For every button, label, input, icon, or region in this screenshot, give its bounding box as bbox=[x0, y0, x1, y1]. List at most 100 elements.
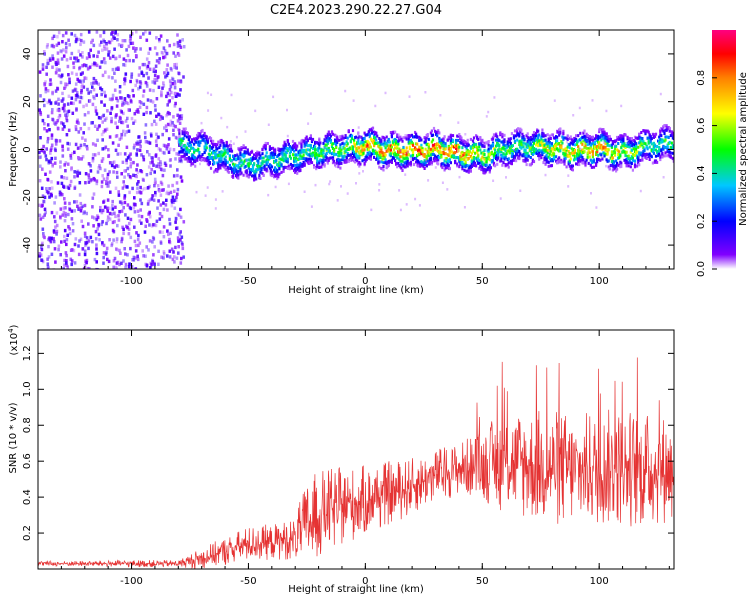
signal-cell bbox=[269, 168, 272, 172]
noise-cell bbox=[61, 99, 64, 103]
signal-cell bbox=[599, 158, 602, 162]
noise-cell bbox=[129, 246, 132, 251]
signal-cell bbox=[581, 156, 584, 159]
noise-cell bbox=[106, 206, 109, 210]
signal-cell bbox=[477, 148, 480, 152]
signal-cell bbox=[380, 139, 383, 143]
signal-cell bbox=[488, 170, 491, 174]
signal-cell bbox=[664, 146, 667, 150]
signal-cell bbox=[561, 141, 564, 145]
noise-cell bbox=[91, 159, 95, 163]
signal-cell bbox=[547, 160, 550, 164]
signal-cell bbox=[458, 133, 461, 136]
signal-cell bbox=[650, 155, 653, 159]
noise-cell bbox=[58, 68, 61, 72]
signal-cell bbox=[629, 157, 632, 161]
signal-cell bbox=[580, 141, 583, 145]
noise-cell bbox=[128, 58, 131, 63]
signal-cell bbox=[293, 149, 296, 153]
noise-cell bbox=[181, 246, 185, 251]
signal-cell bbox=[242, 173, 245, 177]
signal-cell bbox=[497, 152, 500, 156]
noise-cell bbox=[46, 43, 49, 47]
signal-cell bbox=[354, 160, 357, 164]
signal-cell bbox=[503, 138, 506, 142]
y-tick-label: 40 bbox=[22, 48, 33, 61]
noise-cell bbox=[139, 169, 142, 173]
signal-cell bbox=[525, 156, 528, 160]
noise-cell bbox=[68, 43, 71, 47]
signal-cell bbox=[591, 150, 594, 154]
signal-cell bbox=[468, 150, 471, 154]
noise-cell bbox=[399, 208, 402, 212]
signal-cell bbox=[585, 158, 588, 162]
signal-cell bbox=[197, 131, 200, 135]
noise-cell bbox=[214, 198, 217, 201]
signal-cell bbox=[440, 155, 443, 159]
noise-cell bbox=[72, 248, 76, 253]
signal-cell bbox=[435, 130, 438, 134]
signal-cell bbox=[647, 155, 650, 158]
signal-cell bbox=[668, 126, 671, 130]
noise-cell bbox=[73, 170, 76, 174]
signal-cell bbox=[259, 165, 262, 168]
spectrogram-x-label: Height of straight line (km) bbox=[288, 285, 424, 296]
signal-cell bbox=[244, 164, 247, 168]
noise-cell bbox=[180, 256, 183, 261]
signal-cell bbox=[612, 167, 616, 171]
signal-cell bbox=[358, 161, 361, 164]
signal-cell bbox=[624, 146, 627, 149]
noise-cell bbox=[64, 82, 67, 86]
noise-cell bbox=[100, 92, 103, 97]
noise-cell bbox=[90, 81, 93, 86]
noise-cell bbox=[134, 109, 138, 114]
colorbar: 0.00.20.40.60.8 Normalized spectral ampl… bbox=[696, 30, 749, 277]
signal-cell bbox=[571, 168, 574, 172]
signal-cell bbox=[532, 141, 536, 145]
signal-cell bbox=[402, 145, 405, 149]
noise-cell bbox=[92, 81, 95, 85]
signal-cell bbox=[291, 153, 295, 157]
noise-cell bbox=[173, 82, 177, 86]
signal-cell bbox=[641, 158, 644, 162]
noise-cell bbox=[42, 144, 45, 149]
signal-cell bbox=[490, 151, 493, 155]
noise-cell bbox=[155, 52, 159, 56]
signal-cell bbox=[311, 151, 315, 155]
noise-cell bbox=[163, 151, 166, 155]
noise-cell bbox=[378, 189, 381, 192]
signal-cell bbox=[526, 145, 529, 149]
signal-cell bbox=[290, 165, 294, 169]
signal-cell bbox=[351, 155, 355, 159]
noise-cell bbox=[166, 254, 169, 258]
signal-cell bbox=[430, 140, 433, 144]
signal-cell bbox=[396, 144, 399, 148]
noise-cell bbox=[148, 31, 152, 35]
signal-cell bbox=[647, 139, 650, 143]
noise-cell bbox=[96, 170, 100, 174]
signal-cell bbox=[563, 136, 566, 140]
signal-cell bbox=[605, 132, 608, 136]
signal-cell bbox=[596, 160, 599, 164]
noise-cell bbox=[101, 157, 105, 161]
signal-cell bbox=[419, 136, 422, 140]
signal-cell bbox=[448, 158, 451, 162]
signal-cell bbox=[457, 149, 460, 153]
signal-cell bbox=[439, 138, 442, 142]
x-tick-label: -50 bbox=[240, 576, 256, 587]
signal-cell bbox=[215, 149, 218, 153]
noise-cell bbox=[117, 218, 121, 222]
signal-cell bbox=[362, 141, 365, 144]
noise-cell bbox=[356, 138, 359, 141]
signal-cell bbox=[558, 156, 561, 160]
signal-cell bbox=[423, 153, 426, 156]
signal-cell bbox=[305, 140, 308, 144]
signal-cell bbox=[615, 169, 618, 173]
signal-cell bbox=[532, 160, 536, 164]
noise-cell bbox=[87, 173, 90, 177]
noise-cell bbox=[177, 245, 180, 249]
noise-cell bbox=[49, 82, 53, 86]
noise-cell bbox=[179, 207, 182, 212]
signal-cell bbox=[646, 147, 649, 151]
noise-cell bbox=[169, 84, 173, 89]
